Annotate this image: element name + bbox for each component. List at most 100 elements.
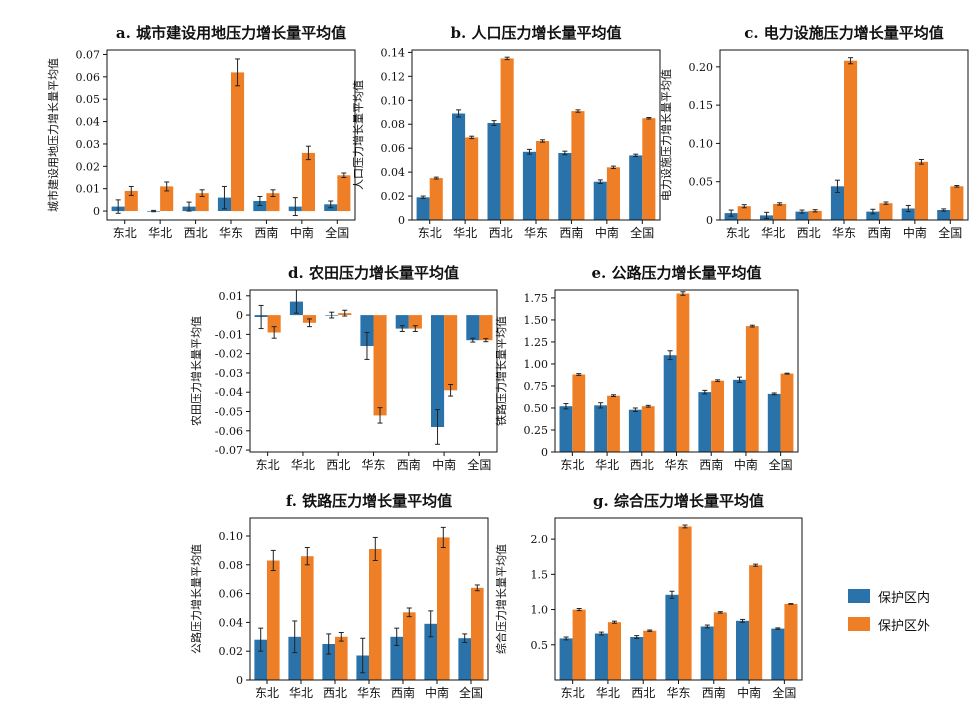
bar-outside	[266, 193, 280, 212]
chart-title: f. 铁路压力增长量平均值	[286, 492, 452, 510]
bar-outside	[479, 315, 493, 341]
bar-outside	[471, 587, 484, 680]
bar-outside	[643, 630, 657, 680]
bar-inside	[628, 409, 642, 452]
x-tick-label: 中南	[595, 225, 619, 240]
y-tick-label: 0.05	[689, 176, 714, 189]
y-tick-label: 0.06	[219, 588, 244, 601]
x-tick-label: 西北	[630, 458, 654, 472]
y-axis-label: 电力设施压力增长量平均值	[659, 69, 673, 201]
y-tick-label: 0.05	[76, 93, 101, 106]
y-tick-label: -0.06	[215, 425, 243, 438]
y-tick-label: 0.10	[219, 530, 244, 543]
x-tick-label: 西南	[254, 225, 278, 240]
bar-inside	[663, 355, 677, 452]
y-tick-label: 0	[236, 674, 243, 687]
bar-outside	[429, 178, 443, 220]
bar-inside	[559, 638, 573, 680]
x-tick-label: 中南	[425, 685, 449, 700]
y-tick-label: 0.07	[76, 48, 101, 61]
y-axis-label: 综合压力增长量平均值	[494, 544, 508, 654]
bar-inside	[522, 151, 536, 220]
y-tick-label: -0.07	[215, 444, 243, 457]
x-tick-label: 西北	[184, 226, 208, 240]
bar-inside	[665, 594, 679, 680]
bar-inside	[452, 113, 466, 220]
bar-inside	[795, 211, 809, 220]
chart-title: d. 农田压力增长量平均值	[288, 264, 459, 282]
bar-outside	[678, 526, 692, 680]
bar-inside	[558, 153, 572, 220]
y-tick-label: 1.75	[524, 292, 549, 305]
bar-outside	[301, 556, 314, 680]
x-tick-label: 西南	[391, 685, 415, 700]
bar-inside	[733, 379, 746, 452]
bar-inside	[736, 620, 750, 680]
bar-outside	[500, 58, 514, 221]
bar-inside	[253, 201, 267, 212]
bar-outside	[536, 141, 550, 220]
y-axis-label: 公路压力增长量平均值	[189, 544, 203, 654]
bar-inside	[866, 211, 880, 220]
bar-inside	[771, 628, 785, 680]
y-tick-label: 0.08	[381, 118, 406, 131]
y-axis-label: 铁路压力增长量平均值	[494, 316, 508, 426]
y-tick-label: -0.01	[215, 328, 243, 341]
x-tick-label: 东北	[561, 686, 585, 700]
y-tick-label: 0	[93, 205, 100, 218]
y-tick-label: 0.14	[381, 46, 406, 59]
y-tick-label: 0.03	[76, 138, 101, 151]
x-tick-label: 全国	[467, 457, 491, 472]
x-tick-label: 全国	[630, 225, 654, 240]
x-tick-label: 华东	[361, 458, 385, 472]
bar-outside	[195, 193, 209, 212]
y-tick-label: 0.06	[381, 142, 406, 155]
y-tick-label: 0.01	[76, 183, 101, 196]
legend-swatch-inside	[848, 589, 870, 603]
bar-outside	[713, 612, 727, 680]
bar-outside	[337, 175, 351, 212]
bar-outside	[160, 186, 174, 211]
y-tick-label: 0.25	[524, 424, 549, 437]
legend-item-outside: 保护区外	[848, 610, 930, 638]
bar-outside	[676, 293, 690, 452]
x-tick-label: 东北	[255, 686, 279, 700]
y-tick-label: 0.04	[381, 166, 406, 179]
x-tick-label: 东北	[418, 226, 442, 240]
x-tick-label: 西北	[489, 226, 513, 240]
bar-outside	[914, 161, 928, 220]
legend-label-inside: 保护区内	[878, 590, 931, 606]
legend-label-outside: 保护区外	[878, 618, 931, 634]
y-tick-label: 0.15	[689, 99, 714, 112]
bar-outside	[301, 152, 315, 212]
bar-outside	[879, 203, 893, 220]
bar-inside	[698, 392, 712, 452]
x-tick-label: 华北	[761, 226, 785, 240]
y-tick-label: -0.04	[215, 386, 243, 399]
x-tick-label: 华北	[289, 686, 313, 700]
x-tick-label: 西北	[326, 458, 350, 472]
bar-outside	[784, 603, 798, 680]
bar-inside	[466, 315, 480, 341]
y-tick-label: -0.05	[215, 406, 243, 419]
y-tick-label: 0.02	[76, 160, 101, 173]
y-tick-label: 2.0	[531, 533, 549, 546]
x-tick-label: 全国	[772, 685, 796, 700]
bar-inside	[630, 637, 644, 680]
y-tick-label: 0.75	[524, 380, 549, 393]
chart-title: c. 电力设施压力增长量平均值	[744, 24, 944, 42]
bar-outside	[950, 186, 964, 220]
bar-inside	[830, 186, 844, 220]
bar-inside	[424, 623, 437, 680]
x-tick-label: 西南	[699, 457, 723, 472]
bar-inside	[559, 406, 573, 452]
x-tick-label: 西北	[323, 686, 347, 700]
x-tick-label: 东北	[113, 226, 137, 240]
x-tick-label: 华北	[595, 458, 619, 472]
bar-inside	[360, 315, 374, 346]
y-tick-label: 0	[398, 214, 405, 227]
bar-outside	[571, 111, 585, 220]
chart-title: b. 人口压力增长量平均值	[451, 24, 622, 42]
bar-outside	[780, 373, 794, 452]
x-tick-label: 中南	[290, 225, 314, 240]
